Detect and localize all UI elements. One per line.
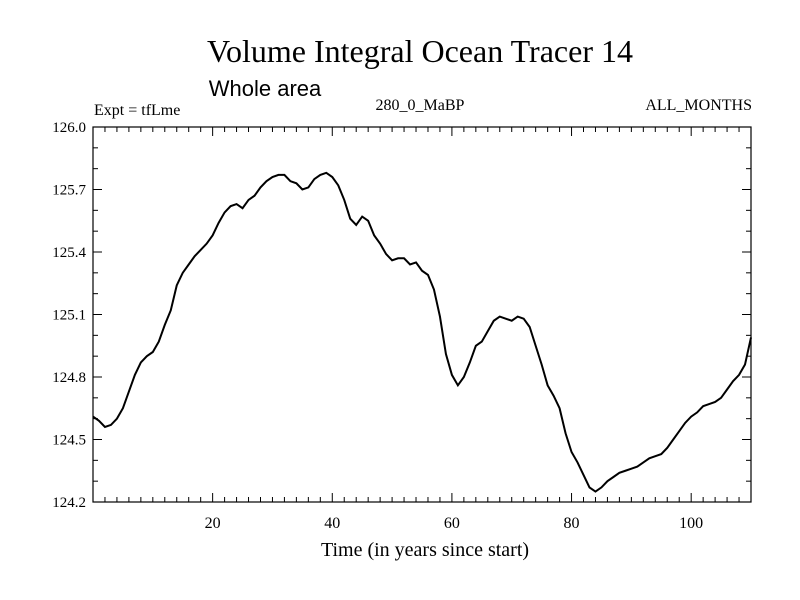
y-tick-label: 125.1 — [52, 308, 86, 324]
x-tick-label: 20 — [205, 515, 221, 532]
axis-ticks — [93, 127, 751, 502]
x-tick-label: 60 — [444, 515, 460, 532]
y-tick-label: 125.4 — [52, 245, 86, 261]
annotation-left: Expt = tfLme — [94, 102, 180, 119]
plot-area — [92, 126, 752, 503]
y-tick-labels: 124.2 124.5 124.8 125.1 125.4 125.7 126.0 — [52, 120, 86, 511]
y-tick-label: 124.5 — [52, 433, 86, 449]
y-tick-label: 124.2 — [52, 495, 86, 511]
x-tick-label: 100 — [679, 515, 703, 532]
x-tick-labels: 20 40 60 80 100 — [205, 515, 704, 532]
y-tick-label: 125.7 — [52, 183, 86, 199]
x-tick-label: 40 — [324, 515, 340, 532]
series-line — [92, 171, 752, 493]
x-axis-label: Time (in years since start) — [321, 539, 529, 561]
chart-subtitle: Whole area — [209, 76, 322, 101]
annotation-right: ALL_MONTHS — [645, 97, 752, 114]
chart-title: Volume Integral Ocean Tracer 14 — [207, 33, 633, 69]
x-tick-label: 80 — [564, 515, 580, 532]
y-tick-label: 124.8 — [52, 370, 86, 386]
y-tick-label: 126.0 — [52, 120, 86, 136]
annotation-center: 280_0_MaBP — [376, 97, 465, 114]
